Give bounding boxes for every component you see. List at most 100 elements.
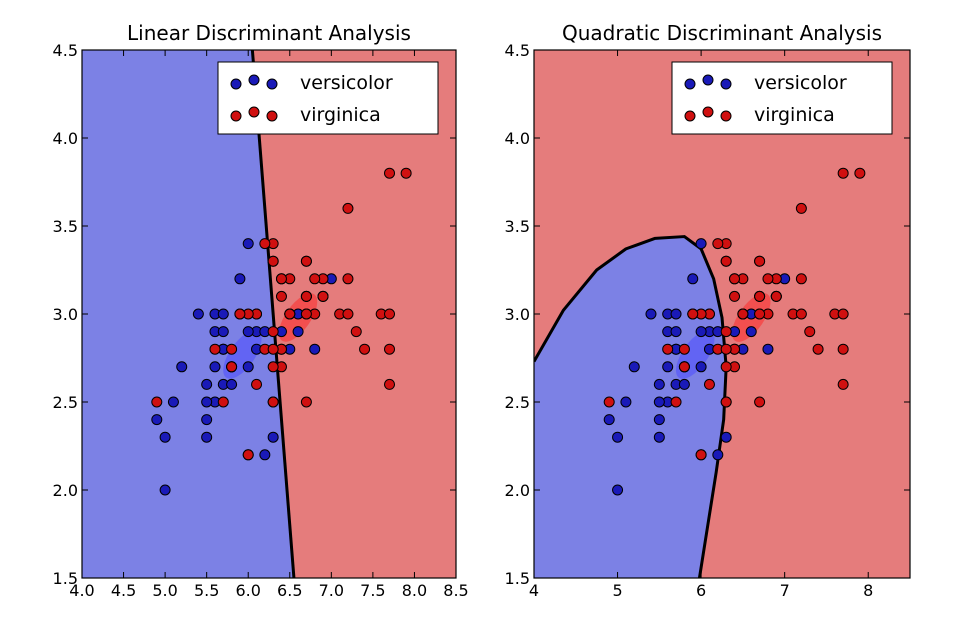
legend-label-virginica: virginica [300,104,381,126]
qda-panel: 4 5 6 7 8 1.5 2.0 2.5 3.0 3.5 4.0 4.5 Quadratic Disc… [505,21,911,600]
versicolor-point [159,484,171,496]
legend-marker-virginica [248,106,260,118]
versicolor-point [612,484,624,496]
virginica-point [603,396,615,408]
y-tick-label: 1.5 [53,569,78,588]
virginica-point [359,343,371,355]
virginica-point [400,167,412,179]
virginica-point [854,167,866,179]
y-tick-label: 4.5 [505,41,530,60]
virginica-point [754,255,766,267]
versicolor-point [201,396,213,408]
x-tick-label: 7 [780,581,790,600]
y-tick-label: 2.5 [53,393,78,412]
versicolor-point [745,326,757,338]
versicolor-point [259,449,271,461]
virginica-point [720,396,732,408]
y-tick-label: 4.0 [53,129,78,148]
x-tick-label: 7.5 [360,581,385,600]
virginica-point [267,361,279,373]
virginica-point [384,343,396,355]
virginica-point [217,396,229,408]
virginica-point [209,343,221,355]
versicolor-point [762,343,774,355]
virginica-point [300,290,312,302]
virginica-point [737,308,749,320]
legend-marker-virginica [684,110,696,122]
virginica-point [275,273,287,285]
versicolor-point [151,414,163,426]
versicolor-point [620,396,632,408]
versicolor-point [242,361,254,373]
virginica-point [342,308,354,320]
virginica-point [284,308,296,320]
versicolor-point [653,414,665,426]
virginica-point [762,273,774,285]
versicolor-point [226,378,238,390]
x-tick-label: 8.5 [443,581,468,600]
virginica-point [384,378,396,390]
chart-title: Linear Discriminant Analysis [127,21,411,45]
x-tick-label: 6 [696,581,706,600]
x-tick-label: 6.5 [277,581,302,600]
virginica-point [384,308,396,320]
versicolor-point [695,326,707,338]
virginica-point [670,396,682,408]
x-tick-label: 8 [863,581,873,600]
x-tick-label: 6.0 [235,581,260,600]
legend-label-versicolor: versicolor [754,72,847,94]
virginica-point [812,343,824,355]
y-tick-label: 3.0 [53,305,78,324]
plot-area [534,50,910,578]
versicolor-point [695,238,707,250]
virginica-point [226,361,238,373]
virginica-point [712,238,724,250]
y-tick-label: 2.5 [505,393,530,412]
virginica-point [300,308,312,320]
y-tick-label: 1.5 [505,569,530,588]
x-tick-label: 7.0 [319,581,344,600]
virginica-point [300,396,312,408]
decision-boundary [250,50,296,578]
chart-title: Quadratic Discriminant Analysis [562,21,882,45]
legend-marker-versicolor [684,78,696,90]
legend-marker-virginica [702,106,714,118]
versicolor-point [670,326,682,338]
versicolor-point [176,361,188,373]
virginica-point [720,255,732,267]
virginica-point [342,273,354,285]
virginica-point [267,396,279,408]
virginica-point [259,238,271,250]
x-tick-label: 5.5 [194,581,219,600]
plot-area [82,50,456,578]
virginica-point [837,378,849,390]
versicolor-point [217,326,229,338]
virginica-point [251,378,263,390]
y-tick-label: 4.0 [505,129,530,148]
legend-marker-versicolor [720,78,732,90]
y-tick-label: 3.5 [505,217,530,236]
versicolor-point [201,431,213,443]
y-tick-label: 2.0 [53,481,78,500]
y-tick-label: 2.0 [505,481,530,500]
versicolor-point [628,361,640,373]
virginica-point [770,290,782,302]
legend-marker-virginica [266,110,278,122]
versicolor-point [612,431,624,443]
y-tick-label: 3.5 [53,217,78,236]
versicolor-point [662,361,674,373]
versicolor-point [242,238,254,250]
virginica-point [242,449,254,461]
virginica-point [234,308,246,320]
versicolor-point [309,343,321,355]
virginica-point [267,255,279,267]
virginica-point [729,290,741,302]
versicolor-point [687,273,699,285]
virginica-point [720,361,732,373]
versicolor-point [720,431,732,443]
versicolor-point [653,378,665,390]
virginica-point [837,167,849,179]
legend-box [217,61,439,135]
versicolor-point [292,326,304,338]
versicolor-point [209,361,221,373]
